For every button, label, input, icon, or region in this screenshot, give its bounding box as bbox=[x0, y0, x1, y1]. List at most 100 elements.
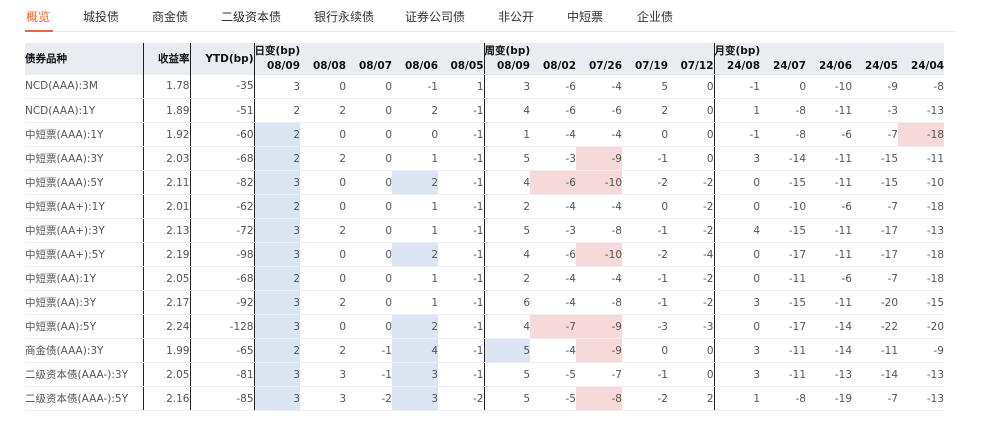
monthly-change-cell: 3 bbox=[714, 146, 760, 171]
ytd-cell: -68 bbox=[190, 266, 255, 291]
monthly-change-cell: -10 bbox=[760, 194, 806, 219]
weekly-change-cell: 0 bbox=[668, 122, 715, 147]
table-row[interactable]: 二级资本债(AAA-):3Y 2.05 -81 3 3 -1 3 -1 5 -5 -7 -1 0 3 -11… bbox=[25, 362, 944, 387]
tab-commercial-finance[interactable]: 商金债 bbox=[152, 10, 189, 24]
table-row[interactable]: 中短票(AA):5Y 2.24 -128 3 0 0 2 -1 4 -7 -9 -3 -3 0 -17 -14… bbox=[25, 314, 944, 339]
daily-change-cell: 0 bbox=[300, 242, 346, 267]
weekly-change-cell: -2 bbox=[668, 170, 715, 195]
header-date-d-4[interactable]: 08/05 bbox=[438, 58, 485, 75]
header-date-m-3[interactable]: 24/05 bbox=[852, 58, 898, 75]
monthly-change-cell: -17 bbox=[852, 218, 898, 243]
bond-name-cell: 商金债(AAA):3Y bbox=[25, 338, 144, 363]
table-row[interactable]: 中短票(AA+):1Y 2.01 -62 2 0 0 1 -1 2 -4 -4 0 -2 0 -10 -6 -7… bbox=[25, 194, 944, 219]
tab-bar-divider bbox=[24, 31, 956, 32]
monthly-change-cell: -15 bbox=[760, 290, 806, 315]
ytd-cell: -98 bbox=[190, 242, 255, 267]
monthly-change-cell: -11 bbox=[760, 266, 806, 291]
daily-change-cell: 0 bbox=[300, 122, 346, 147]
weekly-change-cell: -4 bbox=[576, 74, 622, 99]
header-date-d-3[interactable]: 08/06 bbox=[392, 58, 438, 75]
monthly-change-cell: -11 bbox=[760, 338, 806, 363]
daily-change-cell: 0 bbox=[346, 194, 392, 219]
weekly-change-cell: -2 bbox=[622, 242, 668, 267]
header-date-d-2[interactable]: 08/07 bbox=[346, 58, 392, 75]
tab-short-medium-notes[interactable]: 中短票 bbox=[567, 10, 604, 24]
yield-cell: 2.16 bbox=[143, 386, 191, 411]
yield-cell: 1.92 bbox=[143, 122, 191, 147]
tab-chengtou[interactable]: 城投债 bbox=[83, 10, 120, 24]
daily-change-cell: 3 bbox=[300, 362, 346, 387]
daily-change-cell: 0 bbox=[346, 290, 392, 315]
yield-cell: 2.17 bbox=[143, 290, 191, 315]
daily-change-cell: 3 bbox=[392, 386, 438, 411]
table-row[interactable]: 中短票(AA):1Y 2.05 -68 2 0 0 1 -1 2 -4 -4 -1 -2 0 -11 -6 -7… bbox=[25, 266, 944, 291]
table-row[interactable]: NCD(AAA):1Y 1.89 -51 2 2 0 2 -1 4 -6 -6 2 0 1 -8 -11 -3-… bbox=[25, 98, 944, 123]
header-weekly-change: 周变(bp) bbox=[484, 43, 715, 58]
yield-cell: 2.05 bbox=[143, 266, 191, 291]
header-date-w-4[interactable]: 07/12 bbox=[668, 58, 715, 75]
monthly-change-cell: -8 bbox=[760, 98, 806, 123]
header-date-w-0[interactable]: 08/09 bbox=[484, 58, 530, 75]
header-bond-type[interactable]: 债券品种 bbox=[25, 43, 144, 75]
table-row[interactable]: 中短票(AAA):1Y 1.92 -60 2 0 0 0 -1 1 -4 -4 0 0 -1 -8 -6 -7-… bbox=[25, 122, 944, 147]
weekly-change-cell: 4 bbox=[484, 314, 530, 339]
weekly-change-cell: -1 bbox=[622, 266, 668, 291]
tab-overview[interactable]: 概览 bbox=[26, 10, 51, 24]
weekly-change-cell: -3 bbox=[668, 314, 715, 339]
daily-change-cell: 0 bbox=[346, 266, 392, 291]
monthly-change-cell: 0 bbox=[714, 194, 760, 219]
monthly-change-cell: 0 bbox=[714, 170, 760, 195]
header-date-w-2[interactable]: 07/26 bbox=[576, 58, 622, 75]
header-date-m-0[interactable]: 24/08 bbox=[714, 58, 760, 75]
tab-enterprise-bond[interactable]: 企业债 bbox=[637, 10, 674, 24]
header-date-d-1[interactable]: 08/08 bbox=[300, 58, 346, 75]
table-row[interactable]: 中短票(AA+):5Y 2.19 -98 3 0 0 2 -1 4 -6 -10 -2 -4 0 -17 -1… bbox=[25, 242, 944, 267]
tab-securities-company[interactable]: 证券公司债 bbox=[405, 10, 466, 24]
monthly-change-cell: -18 bbox=[898, 242, 944, 267]
header-ytd[interactable]: YTD(bp) bbox=[190, 43, 255, 75]
table-row[interactable]: 中短票(AAA):5Y 2.11 -82 3 0 0 2 -1 4 -6 -10 -2 -2 0 -15 -1… bbox=[25, 170, 944, 195]
header-date-d-0[interactable]: 08/09 bbox=[254, 58, 300, 75]
monthly-change-cell: -17 bbox=[760, 242, 806, 267]
header-date-m-2[interactable]: 24/06 bbox=[806, 58, 852, 75]
table-row[interactable]: 中短票(AA):3Y 2.17 -92 3 2 0 1 -1 6 -4 -8 -1 -2 3 -15 -11-… bbox=[25, 290, 944, 315]
yield-cell: 2.11 bbox=[143, 170, 191, 195]
daily-change-cell: 2 bbox=[254, 146, 300, 171]
tab-bank-perpetual[interactable]: 银行永续债 bbox=[314, 10, 375, 24]
daily-change-cell: -1 bbox=[438, 146, 485, 171]
monthly-change-cell: -11 bbox=[806, 242, 852, 267]
monthly-change-cell: -9 bbox=[852, 74, 898, 99]
daily-change-cell: -2 bbox=[438, 386, 485, 411]
daily-change-cell: 3 bbox=[254, 314, 300, 339]
bond-name-cell: 二级资本债(AAA-):3Y bbox=[25, 362, 144, 387]
monthly-change-cell: -6 bbox=[806, 122, 852, 147]
weekly-change-cell: -4 bbox=[576, 122, 622, 147]
daily-change-cell: -1 bbox=[438, 314, 485, 339]
daily-change-cell: 1 bbox=[392, 194, 438, 219]
header-date-w-1[interactable]: 08/02 bbox=[530, 58, 576, 75]
daily-change-cell: 3 bbox=[254, 74, 300, 99]
weekly-change-cell: -4 bbox=[530, 122, 576, 147]
monthly-change-cell: 0 bbox=[714, 242, 760, 267]
table-row[interactable]: 中短票(AAA):3Y 2.03 -68 2 2 0 1 -1 5 -3 -9 -1 0 3 -14 -11-… bbox=[25, 146, 944, 171]
daily-change-cell: 2 bbox=[392, 170, 438, 195]
table-row[interactable]: NCD(AAA):3M 1.78 -35 3 0 0 -1 1 3 -6 -4 5 0 -1 0 -10 -9-… bbox=[25, 74, 944, 99]
monthly-change-cell: -17 bbox=[852, 242, 898, 267]
weekly-change-cell: 5 bbox=[484, 386, 530, 411]
table-row[interactable]: 中短票(AA+):3Y 2.13 -72 3 2 0 1 -1 5 -3 -8 -1 -2 4 -15 -11… bbox=[25, 218, 944, 243]
header-date-m-1[interactable]: 24/07 bbox=[760, 58, 806, 75]
monthly-change-cell: 4 bbox=[714, 218, 760, 243]
header-date-w-3[interactable]: 07/19 bbox=[622, 58, 668, 75]
header-yield[interactable]: 收益率 bbox=[143, 43, 191, 75]
header-date-m-4[interactable]: 24/04 bbox=[898, 58, 944, 75]
daily-change-cell: -1 bbox=[392, 74, 438, 99]
monthly-change-cell: 1 bbox=[714, 98, 760, 123]
ytd-cell: -35 bbox=[190, 74, 255, 99]
tab-tier2-capital[interactable]: 二级资本债 bbox=[221, 10, 282, 24]
weekly-change-cell: -9 bbox=[576, 314, 622, 339]
table-row[interactable]: 商金债(AAA):3Y 1.99 -65 2 2 -1 4 -1 5 -4 -9 0 0 3 -11 -14-… bbox=[25, 338, 944, 363]
monthly-change-cell: -13 bbox=[898, 218, 944, 243]
bond-yield-table: 债券品种 收益率 YTD(bp) 日变(bp) 周变(bp) 月变(bp) 08… bbox=[25, 43, 944, 411]
tab-private[interactable]: 非公开 bbox=[498, 10, 535, 24]
table-row[interactable]: 二级资本债(AAA-):5Y 2.16 -85 3 3 -2 3 -2 5 -5 -8 -2 2 1 -8-… bbox=[25, 386, 944, 411]
